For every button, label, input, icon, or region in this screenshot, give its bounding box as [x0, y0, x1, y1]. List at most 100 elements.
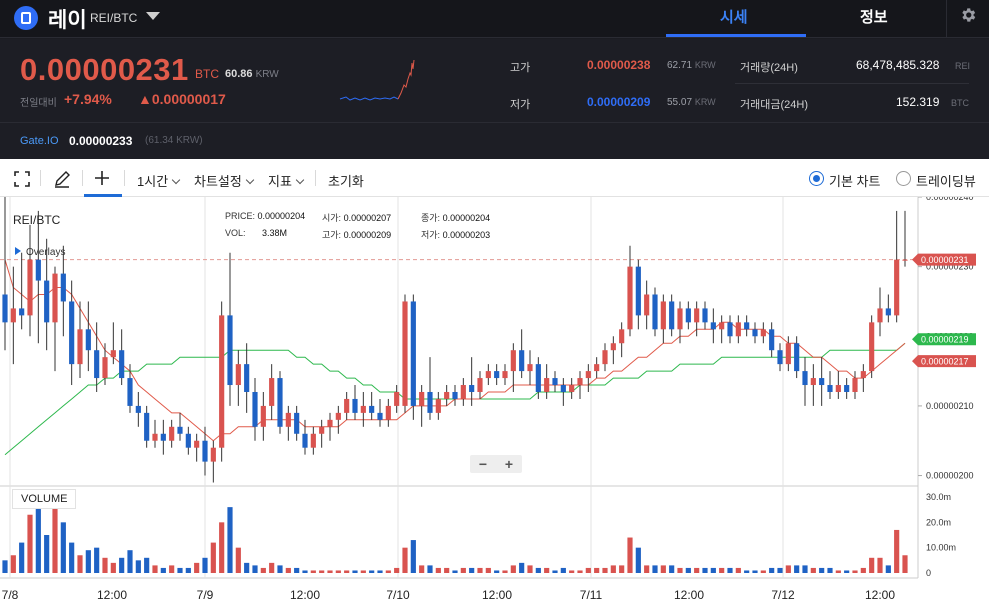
trading-view-radio[interactable] — [896, 171, 911, 186]
candle-body — [335, 412, 341, 420]
pair-dropdown-chevron-icon[interactable] — [146, 12, 160, 20]
candlestick-chart[interactable]: 7/8 12:00 7/9 12:00 7/10 12:00 7/11 12:00 7/12 12… — [0, 197, 989, 612]
x-tick-label: 12:00 — [865, 588, 895, 602]
volume-bar — [435, 567, 441, 573]
candle-body — [427, 391, 433, 413]
candle-body — [610, 343, 616, 351]
candle-body — [694, 308, 700, 323]
volume-bar — [119, 557, 125, 573]
candle-body — [227, 315, 233, 386]
volume-bar — [560, 567, 566, 573]
tab-info[interactable]: 정보 — [860, 9, 888, 26]
exchange-name[interactable]: Gate.IO — [20, 135, 59, 147]
volume-bar — [802, 565, 808, 573]
y-tick-label: 0.00000230 — [926, 262, 974, 272]
volume-bar — [469, 567, 475, 573]
candle-body — [269, 378, 275, 406]
price-chart-area[interactable]: 7/8 12:00 7/9 12:00 7/10 12:00 7/11 12:00 7/12 12… — [0, 197, 989, 612]
candle-body — [152, 433, 158, 441]
volume-bar — [419, 565, 425, 573]
high-label: 고가 — [510, 62, 531, 74]
candle-body — [369, 405, 375, 413]
volume-bar — [277, 565, 283, 573]
volume-bar — [210, 542, 216, 573]
price-marker-label: 0.00000219 — [921, 335, 969, 345]
volume-bar — [619, 565, 625, 573]
exchange-krw: (61.34 KRW) — [145, 135, 203, 146]
high-value: 0.00000238 — [587, 58, 651, 72]
candle-body — [2, 294, 8, 323]
volume-bar — [677, 567, 683, 573]
candle-body — [244, 364, 250, 392]
gear-icon[interactable] — [959, 6, 977, 24]
zoom-in-button[interactable]: + — [504, 456, 514, 472]
high-krw: 62.71 KRW — [667, 60, 716, 71]
candle-body — [819, 378, 825, 386]
volume-bar — [852, 570, 858, 573]
volume-tick-label: 0 — [926, 568, 931, 578]
volume-bar — [302, 570, 308, 573]
candle-body — [394, 391, 400, 406]
candle-body — [844, 385, 850, 392]
candle-body — [502, 371, 508, 379]
low-value: 0.00000209 — [587, 95, 651, 109]
candle-body — [852, 378, 858, 392]
candle-body — [577, 378, 583, 386]
reset-button[interactable]: 초기화 — [328, 174, 364, 189]
volume-bar — [310, 570, 316, 573]
volume-bar — [877, 557, 883, 573]
candle-body — [69, 301, 75, 365]
volume-bar — [752, 570, 758, 573]
volume-bar — [394, 567, 400, 573]
candle-body — [77, 329, 83, 365]
volume-bar — [885, 565, 891, 573]
basic-chart-label[interactable]: 기본 차트 — [829, 174, 881, 189]
volume-bar — [602, 567, 608, 573]
volume-bar — [327, 570, 333, 573]
fullscreen-icon[interactable] — [14, 171, 30, 187]
volume-bar — [194, 562, 200, 573]
candle-body — [219, 315, 225, 448]
volume-bar — [352, 570, 358, 573]
volume-bar — [785, 565, 791, 573]
volume-bar — [610, 565, 616, 573]
pencil-icon[interactable] — [53, 170, 71, 188]
volume-bar — [819, 567, 825, 573]
volume-bar — [494, 570, 500, 573]
candle-body — [519, 350, 525, 372]
zoom-out-button[interactable]: − — [478, 456, 488, 472]
x-tick-label: 12:00 — [290, 588, 320, 602]
x-tick-label: 7/10 — [386, 588, 410, 602]
rei-logo-icon — [14, 6, 38, 30]
candle-body — [377, 412, 383, 420]
volume-bar — [235, 547, 241, 573]
chevron-down-icon — [295, 175, 305, 185]
volume-bar — [502, 570, 508, 573]
pair-name[interactable]: REI/BTC — [90, 11, 138, 25]
play-triangle-icon — [15, 247, 21, 255]
volume-bar — [202, 557, 208, 573]
volume-bar — [285, 567, 291, 573]
price-marker — [912, 355, 976, 368]
chart-settings-dropdown[interactable]: 차트설정 — [194, 171, 255, 190]
volume-bar — [460, 567, 466, 573]
volume-bar — [227, 507, 233, 573]
info-open: 시가: 0.00000207 — [322, 213, 392, 223]
volume-bar — [2, 560, 8, 573]
zoom-controls: − + — [470, 455, 522, 473]
tab-market[interactable]: 시세 — [720, 9, 748, 26]
interval-dropdown[interactable]: 1시간 — [137, 171, 181, 190]
candle-body — [127, 378, 133, 406]
candle-body — [669, 301, 675, 330]
candle-body — [94, 350, 100, 379]
overlays-toggle[interactable]: Overlays — [15, 247, 65, 258]
candle-body — [494, 371, 500, 379]
candle-body — [585, 371, 591, 379]
trading-view-label[interactable]: 트레이딩뷰 — [916, 174, 976, 189]
volume-bar — [519, 562, 525, 573]
indicators-dropdown[interactable]: 지표 — [268, 171, 305, 190]
crosshair-plus-icon[interactable] — [94, 170, 110, 186]
basic-chart-radio[interactable] — [809, 171, 824, 186]
volume-24h-unit: REI — [955, 61, 971, 71]
candle-body — [169, 426, 175, 441]
